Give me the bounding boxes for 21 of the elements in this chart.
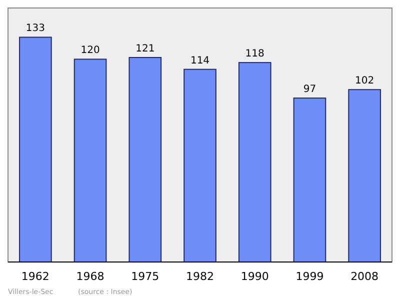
x-tick-label: 1990	[240, 270, 269, 283]
bar	[74, 58, 107, 262]
x-tick-label: 1999	[296, 270, 324, 283]
data-label: 133	[26, 23, 45, 34]
data-label: 118	[245, 48, 264, 60]
bar	[184, 68, 216, 262]
data-label: 121	[136, 44, 155, 54]
bar	[348, 89, 381, 262]
data-label: 97	[303, 84, 316, 96]
data-label: 120	[80, 45, 100, 56]
bar	[128, 57, 162, 262]
x-tick-label: 1962	[21, 270, 50, 283]
x-tick-label: 1982	[186, 270, 214, 283]
data-label: 102	[355, 76, 374, 87]
bar	[238, 62, 272, 262]
bar	[293, 98, 326, 262]
bar	[19, 36, 52, 262]
x-tick-label: 1968	[76, 270, 104, 283]
x-tick-label: 2008	[350, 270, 379, 283]
x-tick-label: 1975	[131, 270, 160, 283]
data-label: 114	[190, 55, 210, 66]
